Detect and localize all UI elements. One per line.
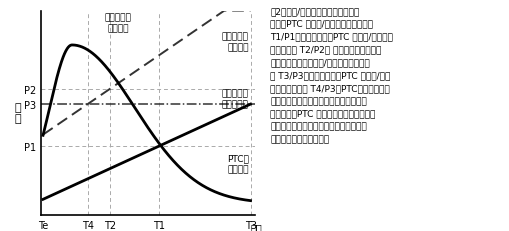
Text: 温度: 温度 bbox=[250, 222, 262, 231]
Y-axis label: 功
率: 功 率 bbox=[15, 102, 21, 124]
Text: 散热较快的
散热功率: 散热较快的 散热功率 bbox=[104, 14, 131, 33]
Text: 散热较慢的
散热功率: 散热较慢的 散热功率 bbox=[221, 32, 248, 52]
Text: 普通发热丝
的发热功率: 普通发热丝 的发热功率 bbox=[221, 89, 248, 109]
Text: 图2。发热/散热平衡关系图。散热较
慢时，PTC 的发热/散热功率的平衡点是
T1/P1；散热较快时，PTC 的发热/散热功率
的平衡点是 T2/P2。 而普通: 图2。发热/散热平衡关系图。散热较 慢时，PTC 的发热/散热功率的平衡点是 T… bbox=[270, 7, 392, 144]
Text: PTC的
发热功率: PTC的 发热功率 bbox=[227, 154, 248, 174]
